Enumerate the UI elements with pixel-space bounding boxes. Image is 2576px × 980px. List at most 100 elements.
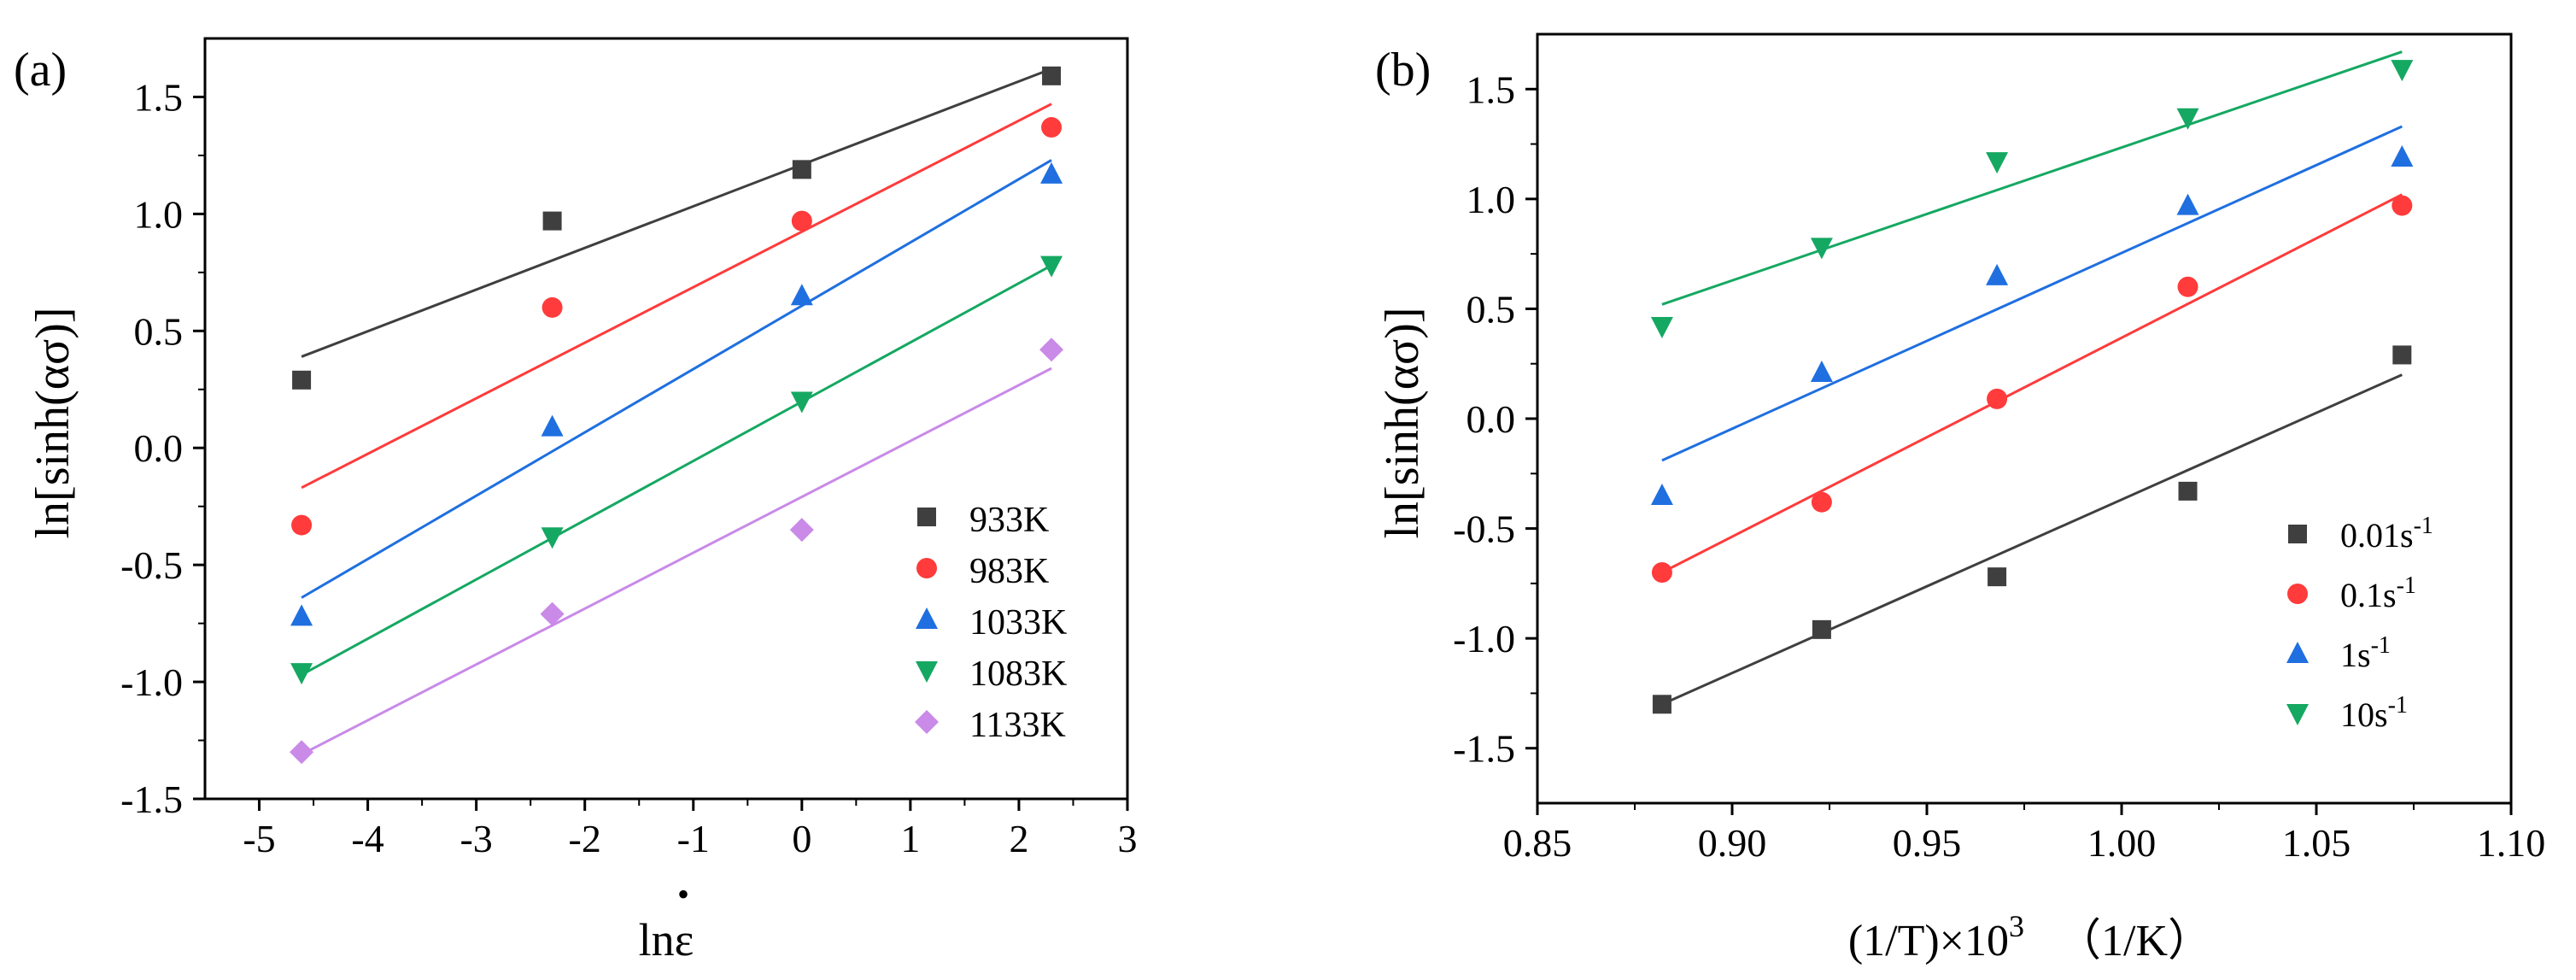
data-point [2177,276,2198,297]
data-point [2392,195,2413,216]
legend-marker [916,558,937,578]
data-point [542,296,563,318]
fit-line [1661,373,2403,706]
fit-line [1661,125,2403,462]
legend-label: 10s-1 [2340,692,2408,734]
data-point [1652,695,1671,714]
x-tick-label: 1.10 [2477,821,2546,865]
data-point [2391,60,2414,82]
legend-label: 933K [969,501,1049,540]
legend-label: 1033K [969,603,1067,643]
data-point [1040,161,1063,184]
panel-b-ylabel: ln[sinh(ασ)] [1376,307,1429,538]
x-tick-label: -1 [677,817,710,860]
legend-marker-shape [916,558,937,578]
panel-a-ylabel: ln[sinh(ασ)] [26,307,79,538]
fit-line [301,67,1052,358]
y-tick-label: 1.5 [1467,67,1516,111]
data-point [1039,337,1064,362]
fit-line [301,367,1052,756]
legend-marker-shape [916,661,938,683]
y-tick-label: 0.0 [134,426,184,470]
y-tick-label: -1.5 [120,778,183,821]
data-point [2391,145,2414,167]
legend-marker [2288,525,2307,543]
data-point [1811,491,1832,513]
data-point [1810,238,1833,260]
x-tick-label: 3 [1118,817,1138,860]
data-point [541,527,564,549]
data-point [2178,481,2198,501]
legend-item: 0.01s-1 [2288,513,2433,555]
fit-line [301,159,1052,599]
y-tick-label: -1.5 [1453,727,1515,771]
panel-b-ticks: 0.85 0.90 0.95 1.00 1.05 1.10 -1.5 -1.0 -0.5 0.0 0… [1453,67,2545,865]
legend-marker [917,508,936,526]
legend-label: 983K [969,552,1049,591]
legend-marker-shape [2288,525,2307,543]
legend-label: 1s-1 [2340,632,2391,674]
data-point [792,160,811,179]
y-tick-label: 1.5 [134,75,184,119]
legend-item: 10s-1 [2286,692,2408,734]
legend-marker [2286,704,2309,725]
x-tick-label: 0.85 [1503,821,1572,865]
data-point [1040,255,1063,278]
data-point [790,284,813,306]
x-tick-label: 1.05 [2282,821,2351,865]
data-point [1650,484,1673,505]
y-tick-label: -1.0 [1453,617,1515,660]
data-point [2176,108,2199,130]
x-tick-label: -3 [460,817,492,860]
panel-a-legend: 933K 983K 1033K 1083K 1133K [915,501,1067,745]
data-point [791,210,812,232]
data-point [1986,263,2009,285]
fit-line [1661,193,2403,574]
panel-b-points [1650,60,2414,714]
legend-item: 1033K [916,603,1067,643]
y-tick-label: -0.5 [120,543,183,587]
panel-b-plot-frame [1536,32,2513,805]
x-tick-label: -5 [243,817,275,860]
panel-a-plot-frame [203,37,1129,801]
x-tick-label: 2 [1009,817,1028,860]
data-point [292,370,312,390]
legend-marker [916,661,938,683]
x-tick-label: 0.95 [1893,821,1962,865]
y-tick-label: -0.5 [1453,508,1515,551]
legend-marker-shape [915,710,939,734]
legend-label: 0.1s-1 [2340,572,2416,614]
data-point [789,518,814,543]
data-point [1986,152,2009,174]
panel-b-axes [1536,32,2513,805]
data-point [291,514,313,536]
x-tick-label: -2 [569,817,601,860]
data-point [790,391,813,414]
legend-label: 1083K [969,654,1067,694]
panel-b-label: (b) [1375,44,1431,97]
panel-b-xlabel: (1/T)×103 [1848,909,2024,965]
panel-a-ticks: -5 -4 -3 -2 -1 0 1 2 3 -1.5 -1.0 -0.5 0.0 0.5 1.0 1.5 [120,75,1137,860]
data-point [2392,345,2412,365]
legend-item: 1133K [915,706,1066,745]
panel-a-label: (a) [14,44,67,97]
y-tick-label: 1.0 [1467,178,1516,221]
data-point [290,604,313,626]
data-point [1042,66,1062,85]
data-point [290,663,313,685]
legend-marker-shape [2287,584,2308,604]
x-tick-label: 1 [900,817,920,860]
panel-b-legend: 0.01s-1 0.1s-1 1s-1 10s-1 [2286,513,2433,734]
legend-item: 1s-1 [2286,632,2391,674]
y-tick-label: 1.0 [134,192,184,236]
legend-item: 933K [917,501,1049,540]
data-point [1810,361,1833,382]
fit-line [301,103,1052,490]
legend-label: 1133K [969,706,1066,745]
fit-line [1661,50,2403,306]
data-point [541,414,564,437]
data-point [1812,619,1831,639]
panel-b: (b) 0.85 0.90 0.95 1.00 1.05 1.10 -1.5 -1.0 -0.5… [1375,32,2545,965]
panel-a-points [290,66,1064,765]
